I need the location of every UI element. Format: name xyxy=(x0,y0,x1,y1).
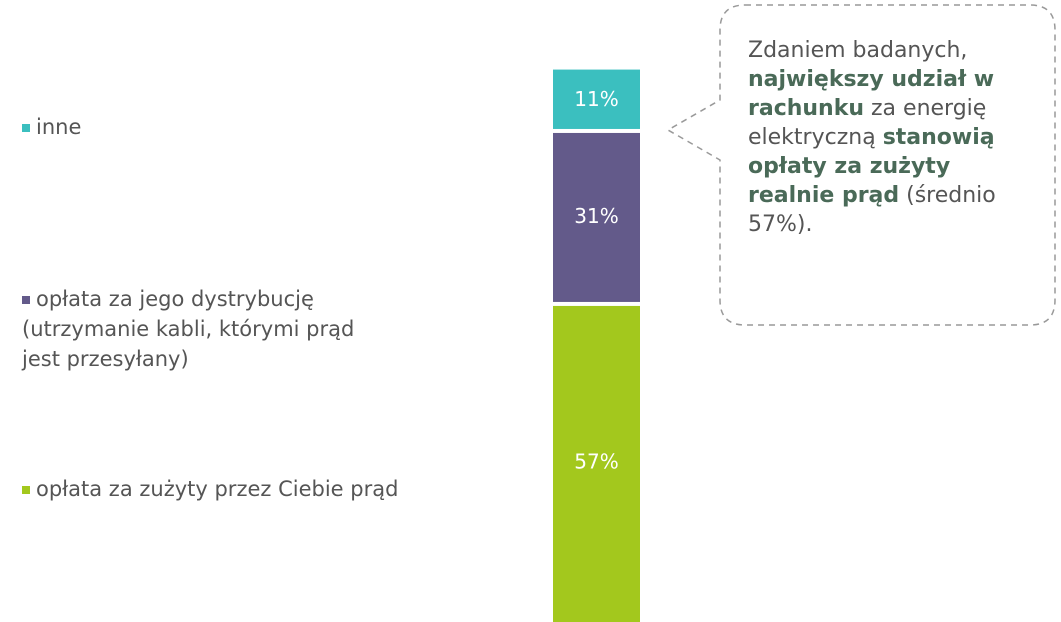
legend-label: inne xyxy=(36,115,82,139)
legend-item: opłata za zużyty przez Ciebie prąd xyxy=(22,474,442,504)
callout-segment: za energię elektryczną xyxy=(748,96,987,150)
callout-segment: największy udział w rachunku xyxy=(748,67,995,121)
legend-marker xyxy=(22,486,30,494)
legend-label: opłata za jego dystrybucję (utrzymanie k… xyxy=(22,287,355,371)
bar-segment xyxy=(553,69,640,129)
legend-marker xyxy=(22,296,30,304)
callout-bubble xyxy=(666,4,1056,326)
legend-item: inne xyxy=(22,112,442,142)
callout-segment: Zdaniem badanych, xyxy=(748,38,968,63)
callout-segment: stanowią opłaty za zużyty realnie prąd xyxy=(748,125,995,208)
callout-text: Zdaniem badanych, największy udział w ra… xyxy=(748,36,1013,239)
callout-segment: (średnio 57%). xyxy=(748,183,996,237)
bar-segment xyxy=(553,132,640,302)
legend-item: opłata za jego dystrybucję (utrzymanie k… xyxy=(22,284,382,374)
bar-segment xyxy=(553,305,640,622)
legend-label: opłata za zużyty przez Ciebie prąd xyxy=(36,477,399,501)
legend-marker xyxy=(22,124,30,132)
data-label: 11% xyxy=(574,87,618,111)
data-label: 57% xyxy=(574,449,618,473)
data-label: 31% xyxy=(574,204,618,228)
